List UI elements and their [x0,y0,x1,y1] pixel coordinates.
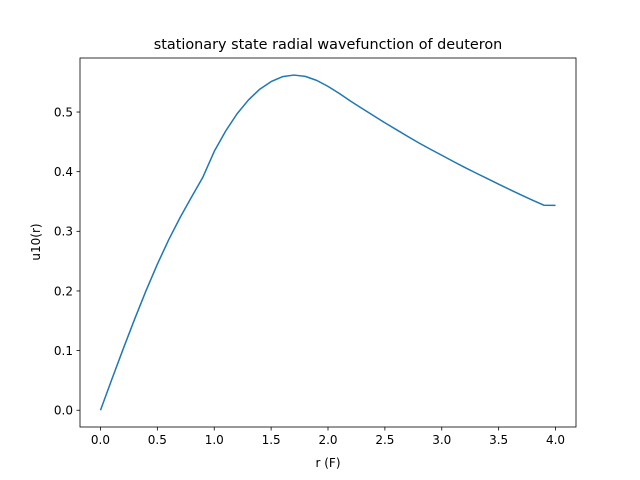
y-tick-label: 0.5 [54,105,73,119]
plot-area [99,74,556,411]
x-axis-label: r (F) [315,456,340,470]
x-tick-label: 0.5 [148,433,167,447]
x-tick-label: 2.0 [318,433,337,447]
y-axis-ticks: 0.0 0.1 0.2 0.3 0.4 0.5 [54,105,80,418]
series-line-0 [99,74,556,411]
y-tick-label: 0.1 [54,344,73,358]
x-tick-label: 1.5 [262,433,281,447]
y-tick-label: 0.4 [54,165,73,179]
x-tick-label: 3.5 [489,433,508,447]
y-axis-label: u10(r) [29,223,43,260]
x-tick-label: 3.0 [432,433,451,447]
x-tick-label: 4.0 [546,433,565,447]
y-tick-label: 0.3 [54,225,73,239]
chart-title: stationary state radial wavefunction of … [154,37,503,53]
x-tick-label: 0.0 [91,433,110,447]
x-tick-label: 1.0 [205,433,224,447]
x-tick-label: 2.5 [375,433,394,447]
y-tick-label: 0.0 [54,404,73,418]
y-tick-label: 0.2 [54,284,73,298]
x-axis-ticks: 0.0 0.5 1.0 1.5 2.0 2.5 3.0 3.5 4.0 [91,427,565,447]
